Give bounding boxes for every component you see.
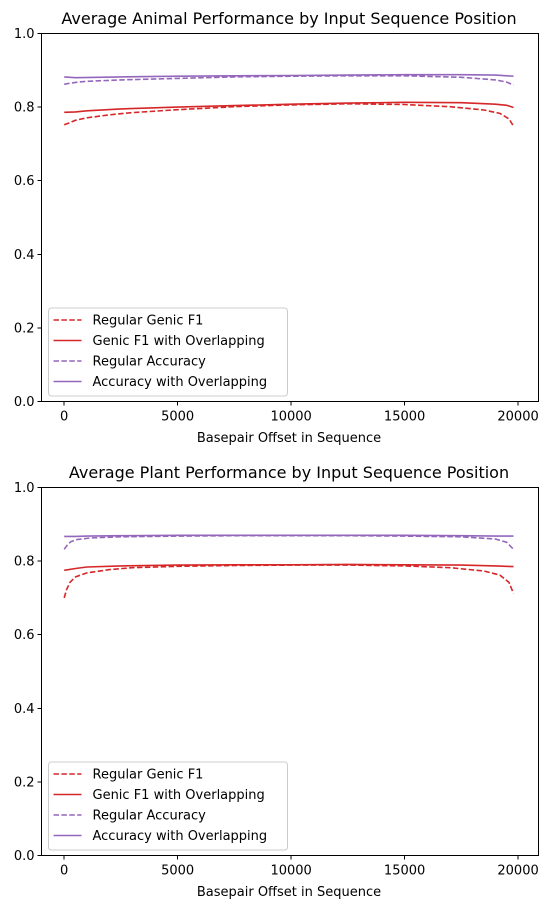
y-tick-label: 0.0 [14, 395, 35, 410]
legend: Regular Genic F1 Genic F1 with Overlappin… [49, 308, 288, 396]
y-tick-label: 0.6 [14, 628, 35, 643]
legend-label: Regular Accuracy [93, 809, 207, 824]
x-axis-label: Basepair Offset in Sequence [197, 885, 381, 900]
y-tick-label: 0.6 [14, 174, 35, 189]
x-tick-label: 10000 [270, 410, 311, 425]
chart-title: Average Plant Performance by Input Seque… [69, 463, 509, 482]
legend-label: Genic F1 with Overlapping [93, 788, 265, 803]
x-tick-label: 15000 [384, 410, 425, 425]
y-tick-label: 0.8 [14, 101, 35, 116]
y-tick-label: 0.4 [14, 248, 35, 263]
legend-label: Regular Accuracy [93, 355, 207, 370]
chart-title: Average Animal Performance by Input Sequ… [61, 9, 516, 28]
y-tick-label: 0.2 [14, 321, 35, 336]
x-axis-label: Basepair Offset in Sequence [197, 431, 381, 446]
x-tick-label: 0 [60, 410, 68, 425]
y-tick-label: 0.2 [14, 775, 35, 790]
legend: Regular Genic F1 Genic F1 with Overlappin… [49, 762, 288, 850]
legend-label: Regular Genic F1 [93, 768, 204, 783]
y-tick-label: 0.0 [14, 849, 35, 864]
x-tick-label: 10000 [270, 864, 311, 879]
y-tick-label: 0.4 [14, 702, 35, 717]
x-tick-label: 5000 [161, 410, 194, 425]
x-tick-label: 20000 [497, 410, 538, 425]
legend-label: Genic F1 with Overlapping [93, 334, 265, 349]
y-tick-label: 1.0 [14, 27, 35, 42]
y-tick-label: 1.0 [14, 481, 35, 496]
y-tick-label: 0.8 [14, 555, 35, 570]
legend-label: Accuracy with Overlapping [93, 375, 268, 390]
x-tick-label: 20000 [497, 864, 538, 879]
legend-label: Accuracy with Overlapping [93, 829, 268, 844]
x-tick-label: 5000 [161, 864, 194, 879]
legend-label: Regular Genic F1 [93, 314, 204, 329]
x-tick-label: 15000 [384, 864, 425, 879]
x-tick-label: 0 [60, 864, 68, 879]
